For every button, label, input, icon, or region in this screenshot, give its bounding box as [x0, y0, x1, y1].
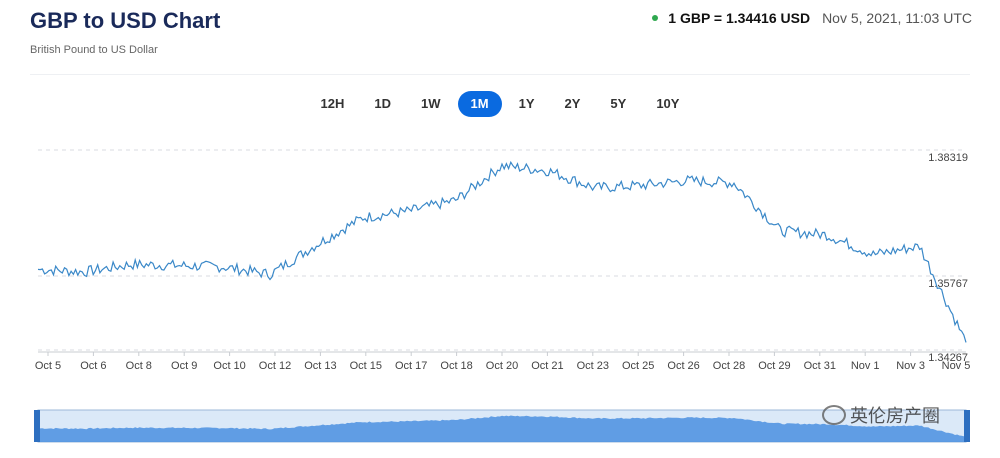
range-button-1w[interactable]: 1W	[421, 96, 441, 111]
x-tick-label: Oct 9	[171, 360, 197, 372]
range-button-10y[interactable]: 10Y	[656, 96, 680, 111]
navigator-area	[38, 415, 966, 442]
y-tick-label: 1.38319	[928, 152, 968, 164]
x-tick-label: Oct 26	[667, 360, 699, 372]
x-tick-label: Oct 15	[350, 360, 382, 372]
wechat-icon	[822, 405, 846, 425]
status-dot-icon	[652, 15, 659, 21]
range-button-1d[interactable]: 1D	[374, 96, 392, 111]
rate-timestamp: Nov 5, 2021, 11:03 UTC	[822, 10, 972, 26]
chart-navigator[interactable]	[0, 400, 1000, 450]
x-tick-label: Oct 12	[259, 360, 291, 372]
y-tick-label: 1.34267	[928, 352, 968, 364]
range-button-1m[interactable]: 1M	[457, 91, 502, 117]
range-button-12h[interactable]: 12H	[320, 96, 345, 111]
range-button-2y[interactable]: 2Y	[564, 96, 581, 111]
price-series-line	[37, 160, 967, 343]
x-tick-label: Oct 23	[577, 360, 609, 372]
x-tick-label: Oct 17	[395, 360, 427, 372]
rate-label: 1 GBP = 1.34416 USD	[668, 10, 811, 26]
page-title: GBP to USD Chart	[30, 8, 221, 33]
x-tick-label: Oct 28	[713, 360, 745, 372]
x-tick-label: Oct 31	[804, 360, 836, 372]
x-tick-label: Oct 21	[531, 360, 563, 372]
x-tick-label: Oct 13	[304, 360, 336, 372]
x-tick-label: Nov 3	[896, 360, 925, 372]
y-tick-label: 1.35767	[928, 278, 968, 290]
watermark: 英伦房产圈	[822, 402, 940, 428]
x-tick-label: Oct 5	[35, 360, 61, 372]
x-tick-label: Oct 6	[80, 360, 106, 372]
x-tick-label: Nov 5	[942, 360, 971, 372]
range-selector: 12H 1D 1W 1M 1Y 2Y 5Y 10Y	[0, 91, 1000, 117]
navigator-handle-left[interactable]	[34, 410, 40, 442]
rate-display: 1 GBP = 1.34416 USD Nov 5, 2021, 11:03 U…	[652, 10, 972, 26]
x-tick-label: Oct 20	[486, 360, 518, 372]
x-tick-label: Nov 1	[851, 360, 880, 372]
header-divider	[30, 74, 970, 75]
x-tick-label: Oct 10	[213, 360, 245, 372]
range-button-1y[interactable]: 1Y	[518, 96, 535, 111]
watermark-text: 英伦房产圈	[850, 406, 940, 426]
navigator-handle-right[interactable]	[964, 410, 970, 442]
x-tick-label: Oct 8	[126, 360, 152, 372]
page-subtitle: British Pound to US Dollar	[30, 44, 158, 56]
price-chart[interactable]: 1.38319 1.35767 1.34267 Oct 5 Oct 6 Oct 8 Oct …	[0, 130, 1000, 375]
x-tick-label: Oct 29	[758, 360, 790, 372]
range-button-5y[interactable]: 5Y	[610, 96, 627, 111]
x-tick-label: Oct 18	[440, 360, 472, 372]
x-tick-label: Oct 25	[622, 360, 654, 372]
